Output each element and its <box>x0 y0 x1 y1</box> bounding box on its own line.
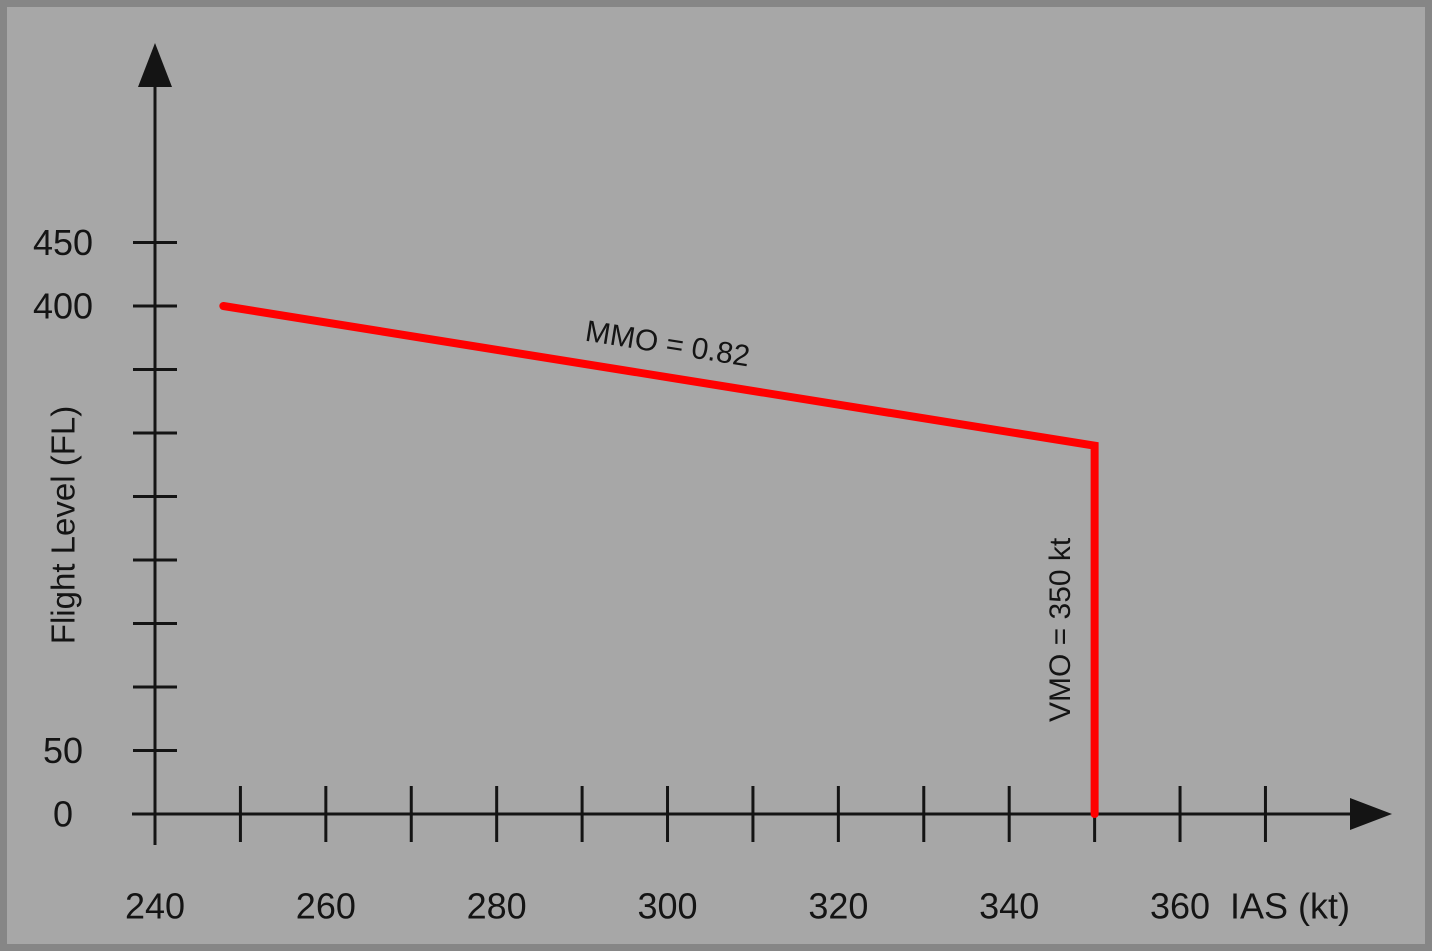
y-tick-label: 50 <box>43 730 83 771</box>
vmo-label: VMO = 350 kt <box>1044 537 1077 722</box>
envelope-line-maximum-operating-speed-envelope <box>219 302 1099 818</box>
y-tick-label: 450 <box>33 222 93 263</box>
y-tick-label: 400 <box>33 286 93 327</box>
x-tick-label: 300 <box>637 886 697 927</box>
y-axis-title: Flight Level (FL) <box>45 406 82 644</box>
x-tick-label: 360 <box>1150 886 1210 927</box>
y-axis-arrowhead-icon <box>138 43 172 87</box>
x-tick-label: 240 <box>125 886 185 927</box>
x-tick-label: 320 <box>808 886 868 927</box>
x-tick-label: 280 <box>467 886 527 927</box>
x-axis-title: IAS (kt) <box>1230 886 1350 927</box>
x-tick-label: 260 <box>296 886 356 927</box>
x-tick-label: 340 <box>979 886 1039 927</box>
y-tick-label: 0 <box>53 794 73 835</box>
speed-envelope-chart: 450 400 50 0 240 260 280 300 320 340 360 IAS (kt) Fl… <box>33 43 1392 927</box>
x-axis-arrowhead-icon <box>1350 798 1392 830</box>
